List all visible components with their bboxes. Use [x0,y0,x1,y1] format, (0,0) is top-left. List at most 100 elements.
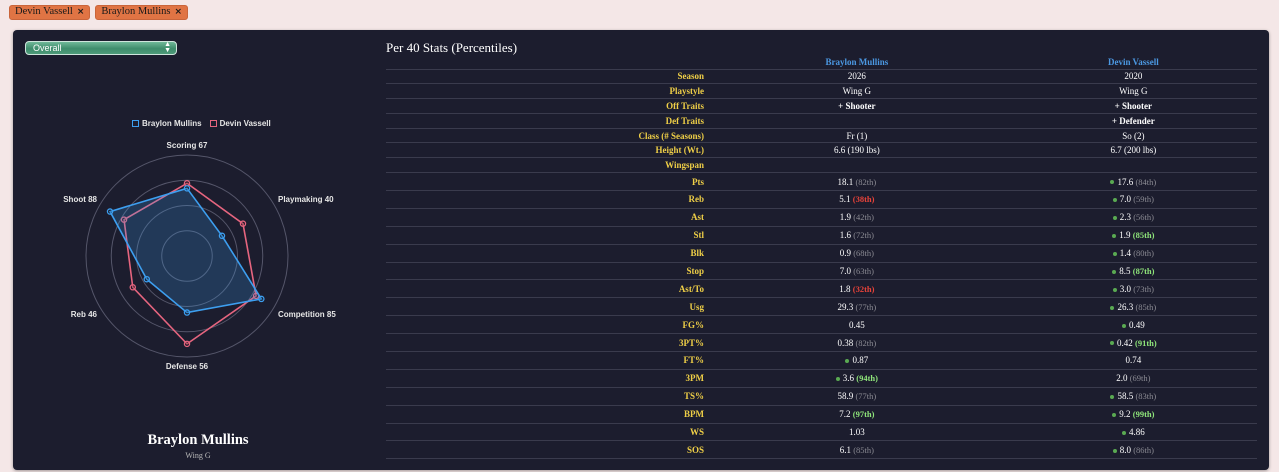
better-indicator-icon [1112,252,1117,257]
value-player-b [1009,157,1257,174]
better-indicator-icon [1121,323,1126,328]
stat-value: 18.1 [837,176,854,187]
value-player-a [704,157,1010,174]
chip-devin-vassell[interactable]: Devin Vassell × [9,5,91,20]
legend-label: Braylon Mullins [142,119,202,128]
value-player-b: 0.42 (91th) [1009,333,1257,352]
radar-point[interactable] [239,220,247,227]
table-row: Stl 1.6 (72th) 1.9 (85th) [386,226,1257,245]
better-indicator-icon [1112,216,1117,221]
stat-value: 1.4 [1119,248,1131,259]
row-label: FG% [386,315,704,335]
row-label: 3PM [386,369,704,388]
profile-playstyle: Wing G [185,451,211,460]
stat-value: 58.9 [837,391,854,402]
value-player-a: 7.0 (63th) [704,262,1010,281]
value-player-b: Wing G [1009,83,1257,100]
better-indicator-icon [1112,234,1117,239]
percentile: (83th) [1135,391,1157,402]
stat-value: 1.03 [848,426,865,437]
header-player-b[interactable]: Devin Vassell [1009,55,1257,70]
percentile: (99th) [1132,409,1155,420]
value-player-b: 4.86 [1009,423,1257,442]
percentile: (59th) [1133,194,1154,205]
row-label: BPM [386,405,704,424]
radar-axis-label: Defense 56 [166,362,209,371]
legend-item-braylon[interactable]: Braylon Mullins [132,119,202,128]
value-player-a: 3.6 (94th) [704,369,1010,388]
stat-value: 0.74 [1125,355,1142,366]
table-row: Wingspan [386,157,1257,174]
chip-braylon-mullins[interactable]: Braylon Mullins × [95,5,189,20]
percentile: (94th) [856,373,878,384]
stat-value: 7.0 [839,265,851,276]
better-indicator-icon [835,377,840,382]
value-player-b: So (2) [1009,128,1257,144]
header-player-a[interactable]: Braylon Mullins [704,55,1010,70]
value-player-a: 6.1 (85th) [704,440,1010,460]
value-player-a: 29.3 (77th) [704,297,1010,317]
table-row: FT% 0.87 0.74 [386,351,1257,370]
table-row: Blk 0.9 (68th) 1.4 (80th) [386,244,1257,263]
legend-square-icon [132,120,139,127]
selected-players: Devin Vassell × Braylon Mullins × [9,5,189,20]
value-player-b: 26.3 (85th) [1009,297,1257,317]
percentile: (82th) [855,176,877,187]
chevron-updown-icon: ▲ ▼ [164,41,171,54]
row-label: Pts [386,172,704,191]
stat-value: 0.45 [848,319,865,330]
percentile: (97th) [852,409,875,420]
value-player-a: 5.1 (38th) [704,190,1010,209]
close-icon[interactable]: × [174,7,183,17]
radar-point[interactable] [120,216,128,223]
better-indicator-icon [845,359,850,364]
table-row: FG% 0.45 0.49 [386,315,1257,335]
percentile: (68th) [853,248,874,259]
value-player-b: + Shooter [1009,98,1257,114]
value-player-b: 1.4 (80th) [1009,244,1257,263]
radar-point[interactable] [143,275,151,283]
radar-point[interactable] [183,185,191,192]
row-label: TS% [386,387,704,406]
stat-value: 29.3 [837,301,854,312]
radar-point[interactable] [183,340,191,348]
table-row: Ast/To 1.8 (32th) 3.0 (73th) [386,279,1257,299]
value-player-b: 0.49 [1009,315,1257,335]
radar-point[interactable] [258,295,265,303]
close-icon[interactable]: × [76,7,85,17]
value-player-b: 6.7 (200 lbs) [1009,142,1257,159]
radar-series [123,182,257,345]
radar-point[interactable] [218,232,226,240]
radar-axis-label: Scoring 67 [167,141,208,150]
value-player-b: 0.74 [1009,351,1257,370]
radar-axis-label: Reb 46 [71,310,98,319]
stat-value: 0.42 [1116,337,1133,348]
percentile: (91th) [1134,337,1157,348]
category-select[interactable]: Overall ▲ ▼ [25,41,177,55]
chip-label: Devin Vassell [15,6,73,18]
value-player-b: 8.0 (86th) [1009,440,1257,460]
value-player-a: Wing G [704,83,1010,100]
table-row: BPM 7.2 (97th) 9.2 (99th) [386,405,1257,424]
radar-point[interactable] [106,208,114,215]
radar-ring [161,230,213,282]
better-indicator-icon [1112,448,1117,453]
legend-label: Devin Vassell [219,119,271,128]
percentile: (85th) [1135,301,1157,312]
row-label: Ast [386,208,704,227]
value-player-b: 17.6 (84th) [1009,172,1257,191]
percentile: (72th) [853,230,874,241]
row-label: Stl [386,226,704,245]
value-player-a: 0.87 [704,351,1010,370]
percentile: (80th) [1133,248,1154,259]
percentile: (63th) [853,265,874,276]
value-player-a: 1.8 (32th) [704,279,1010,299]
stat-value: 4.86 [1128,426,1145,437]
radar-point[interactable] [183,309,191,316]
row-label: Wingspan [386,157,704,174]
select-value: Overall [33,43,62,53]
value-player-a: 1.9 (42th) [704,208,1010,227]
radar-point[interactable] [129,284,137,291]
legend-item-devin[interactable]: Devin Vassell [209,119,271,128]
value-player-a: 58.9 (77th) [704,387,1010,406]
